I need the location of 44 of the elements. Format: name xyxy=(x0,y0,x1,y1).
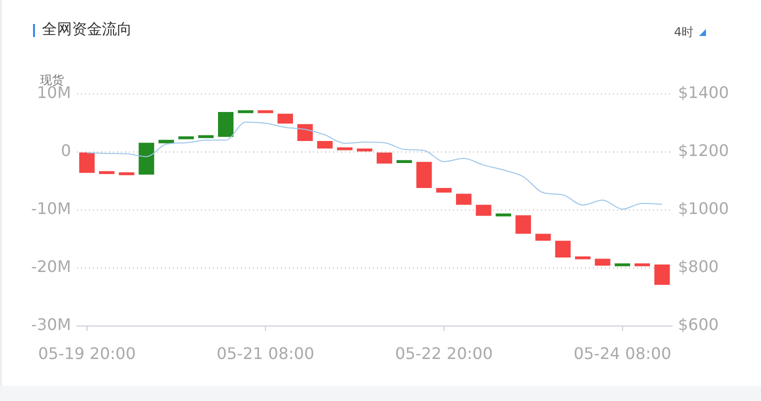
chart-title: 全网资金流向 xyxy=(42,20,132,39)
bar xyxy=(356,148,372,152)
y-tick-label: 0 xyxy=(60,141,71,160)
bar xyxy=(416,162,432,188)
bar xyxy=(158,140,174,144)
bar xyxy=(317,140,333,149)
line-series xyxy=(86,122,663,210)
bar xyxy=(535,234,551,241)
bar xyxy=(218,112,234,137)
x-tick-label: 05-22 20:00 xyxy=(395,344,493,363)
bar xyxy=(138,142,154,175)
bar xyxy=(337,147,352,150)
bar xyxy=(79,152,95,173)
bar xyxy=(238,110,254,114)
y2-tick-label: $600 xyxy=(678,315,719,334)
bar xyxy=(516,215,531,234)
bar xyxy=(456,194,472,205)
text: 4时 xyxy=(674,24,694,41)
bar xyxy=(654,264,670,285)
bar xyxy=(575,256,590,260)
bar xyxy=(396,160,412,164)
bar xyxy=(476,204,492,216)
y2-tick-label: $1400 xyxy=(678,83,729,102)
x-tick-label: 05-24 08:00 xyxy=(574,344,672,363)
y2-tick-label: $1200 xyxy=(678,141,729,160)
bar xyxy=(436,188,452,193)
y-tick-label: -10M xyxy=(31,199,71,218)
bar xyxy=(297,124,313,141)
y-tick-label: -20M xyxy=(31,257,71,276)
bar xyxy=(634,263,650,266)
bar xyxy=(99,171,114,174)
bar xyxy=(376,152,392,164)
bar xyxy=(496,213,512,216)
y2-tick-label: $800 xyxy=(678,257,719,276)
x-tick-label: 05-19 20:00 xyxy=(38,344,136,363)
y-tick-label: -30M xyxy=(31,315,71,334)
bar xyxy=(614,263,630,266)
bar xyxy=(278,114,293,124)
x-tick-label: 05-21 08:00 xyxy=(216,344,314,363)
bar xyxy=(198,135,214,138)
bar xyxy=(258,110,274,114)
bar xyxy=(555,240,571,258)
bar xyxy=(594,258,610,266)
y2-tick-label: $1000 xyxy=(678,199,729,218)
